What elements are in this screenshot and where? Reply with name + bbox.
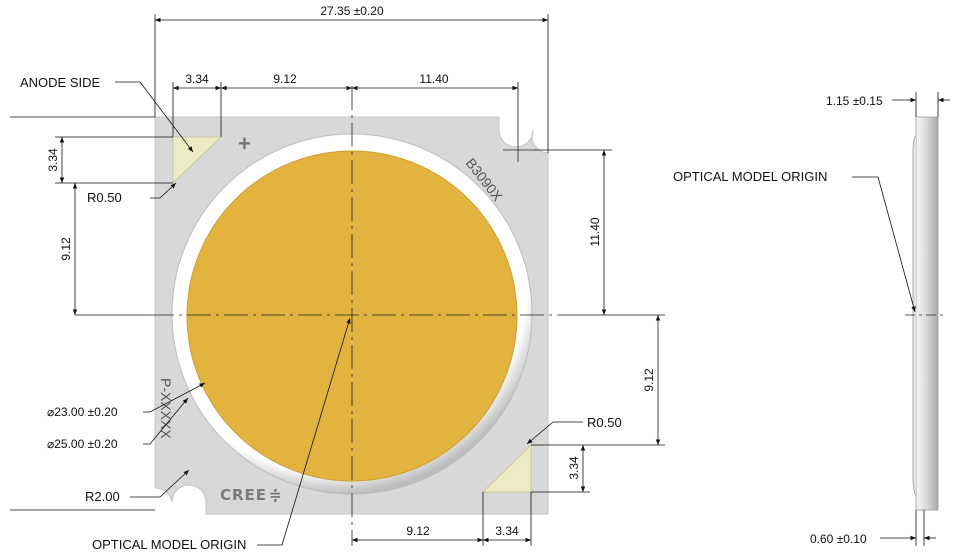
label-anode-side: ANODE SIDE [20, 75, 101, 90]
dim-hole-radius: R2.00 [85, 489, 120, 504]
dim-thickness-substrate: 0.60 ±0.10 [810, 532, 867, 546]
dim-right-cathode-height: 3.34 [567, 456, 581, 480]
led-array-front-view: + B3090X P-XXXXX CREE ≑ [150, 86, 560, 546]
dim-left-anode-height: 3.34 [46, 148, 60, 172]
dim-dam-diameter: ⌀25.00 ±0.20 [47, 437, 118, 451]
cree-logo-symbol: ≑ [269, 486, 283, 504]
les-diameter-value: 23.00 ±0.20 [54, 405, 118, 419]
diameter-symbol-les: ⌀ [47, 405, 54, 419]
dim-top-center-to-hole: 11.40 [419, 72, 448, 86]
dim-corner-radius-anode: R0.50 [87, 190, 122, 205]
dimension-lines [10, 14, 665, 546]
lot-code-marking: P-XXXXX [158, 378, 174, 439]
label-optical-origin-side: OPTICAL MODEL ORIGIN [673, 169, 827, 184]
dim-corner-radius-cathode: R0.50 [587, 415, 622, 430]
dim-top-anode-width: 3.34 [185, 72, 209, 86]
cathode-pad [481, 443, 532, 493]
plus-marking: + [238, 131, 251, 156]
dim-right-center-to-cathode: 9.12 [642, 368, 656, 392]
anode-pad [172, 136, 223, 185]
dim-bottom-center-to-cathode: 9.12 [406, 524, 430, 538]
dam-diameter-value: 25.00 ±0.20 [54, 437, 118, 451]
dim-top-left-to-center: 9.12 [273, 72, 297, 86]
dim-left-anode-to-center: 9.12 [59, 237, 73, 261]
dim-overall-width: 27.35 ±0.20 [320, 4, 384, 18]
side-dam-profile [912, 134, 917, 497]
dim-bottom-cathode-width: 3.34 [495, 524, 519, 538]
leader-lines [115, 81, 583, 546]
dim-les-diameter: ⌀23.00 ±0.20 [47, 405, 118, 419]
cree-logo: CREE [220, 486, 267, 504]
dim-thickness-total: 1.15 ±0.15 [826, 94, 883, 108]
side-dimension-lines [852, 92, 950, 546]
diameter-symbol-dam: ⌀ [47, 437, 54, 451]
side-substrate [915, 116, 939, 511]
dim-right-hole-to-center: 11.40 [588, 217, 602, 246]
led-array-side-view [905, 116, 945, 511]
label-optical-origin-front: OPTICAL MODEL ORIGIN [92, 537, 246, 552]
